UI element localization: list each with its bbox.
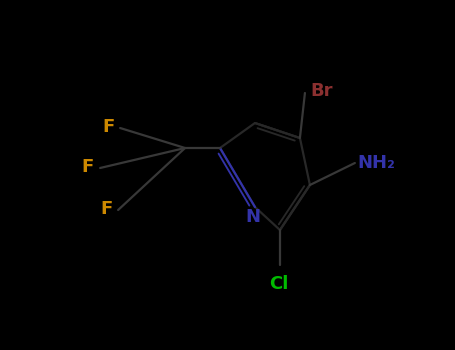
Text: F: F [101, 200, 113, 218]
Text: N: N [245, 208, 260, 226]
Text: F: F [81, 158, 93, 176]
Text: Cl: Cl [269, 275, 289, 293]
Text: F: F [102, 118, 115, 136]
Text: Br: Br [310, 82, 333, 100]
Text: NH₂: NH₂ [357, 154, 395, 172]
